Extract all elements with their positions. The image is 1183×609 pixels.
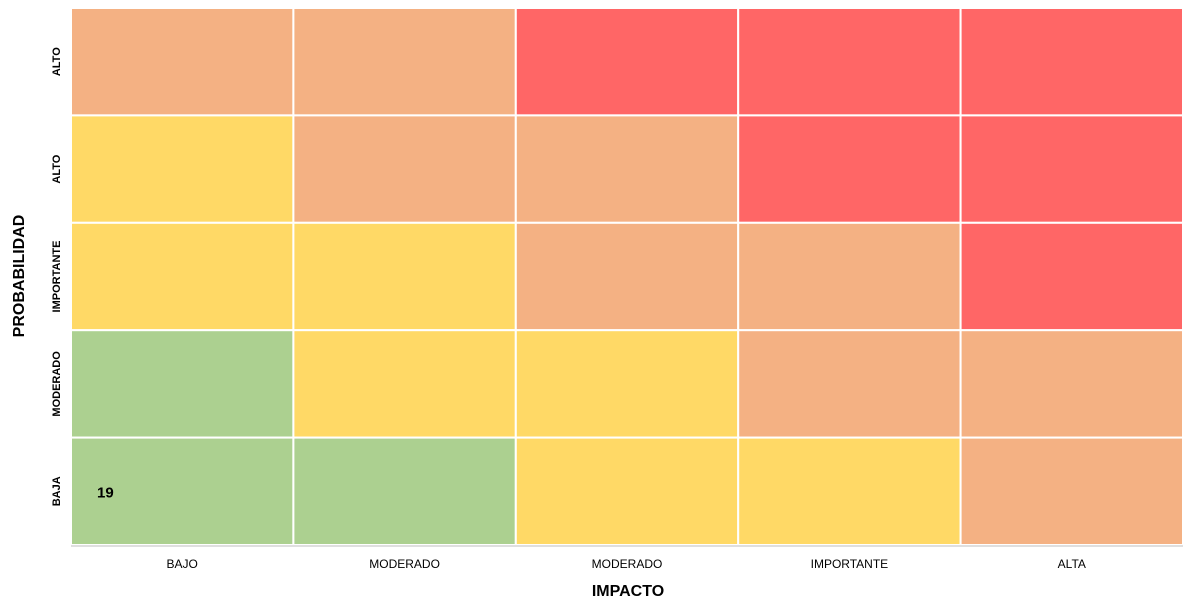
y-tick-label: MODERADO <box>51 351 63 417</box>
heatmap-cell <box>70 329 295 439</box>
heatmap-cell <box>70 436 295 547</box>
y-tick-label: ALTO <box>51 154 63 183</box>
x-axis-title: IMPACTO <box>592 583 664 600</box>
heatmap-cell <box>737 114 962 224</box>
heatmap-cell <box>514 221 740 332</box>
heatmap-cell <box>959 114 1183 224</box>
heatmap-cell <box>737 436 962 547</box>
heatmap-cell <box>514 329 740 439</box>
heatmap-cell <box>292 114 517 224</box>
heatmap-cell <box>292 436 517 547</box>
heatmap-cell <box>70 114 295 224</box>
x-tick-label: MODERADO <box>592 557 663 571</box>
heatmap-cell <box>737 221 962 332</box>
heatmap-cell <box>737 329 962 439</box>
heatmap-cell <box>959 7 1183 117</box>
x-tick-label: MODERADO <box>369 557 440 571</box>
heatmap-cell <box>959 329 1183 439</box>
y-tick-label: BAJA <box>51 476 63 506</box>
heatmap-cell <box>514 7 740 117</box>
heatmap-cell <box>70 221 295 332</box>
x-tick-label: IMPORTANTE <box>811 557 889 571</box>
heatmap-cell <box>514 114 740 224</box>
y-tick-label: ALTO <box>51 47 63 76</box>
heatmap-cell <box>737 7 962 117</box>
x-tick-label: ALTA <box>1058 557 1086 571</box>
y-axis-title: PROBABILIDAD <box>11 215 28 338</box>
cell-value: 19 <box>97 484 114 501</box>
heatmap-cell <box>292 329 517 439</box>
heatmap-cell <box>292 221 517 332</box>
heatmap-cell <box>292 7 517 117</box>
heatmap-cell <box>959 436 1183 547</box>
heatmap-cell <box>514 436 740 547</box>
heatmap-cell <box>959 221 1183 332</box>
heatmap-cell <box>70 7 295 117</box>
x-tick-label: BAJO <box>167 557 198 571</box>
y-tick-label: IMPORTANTE <box>51 241 63 313</box>
